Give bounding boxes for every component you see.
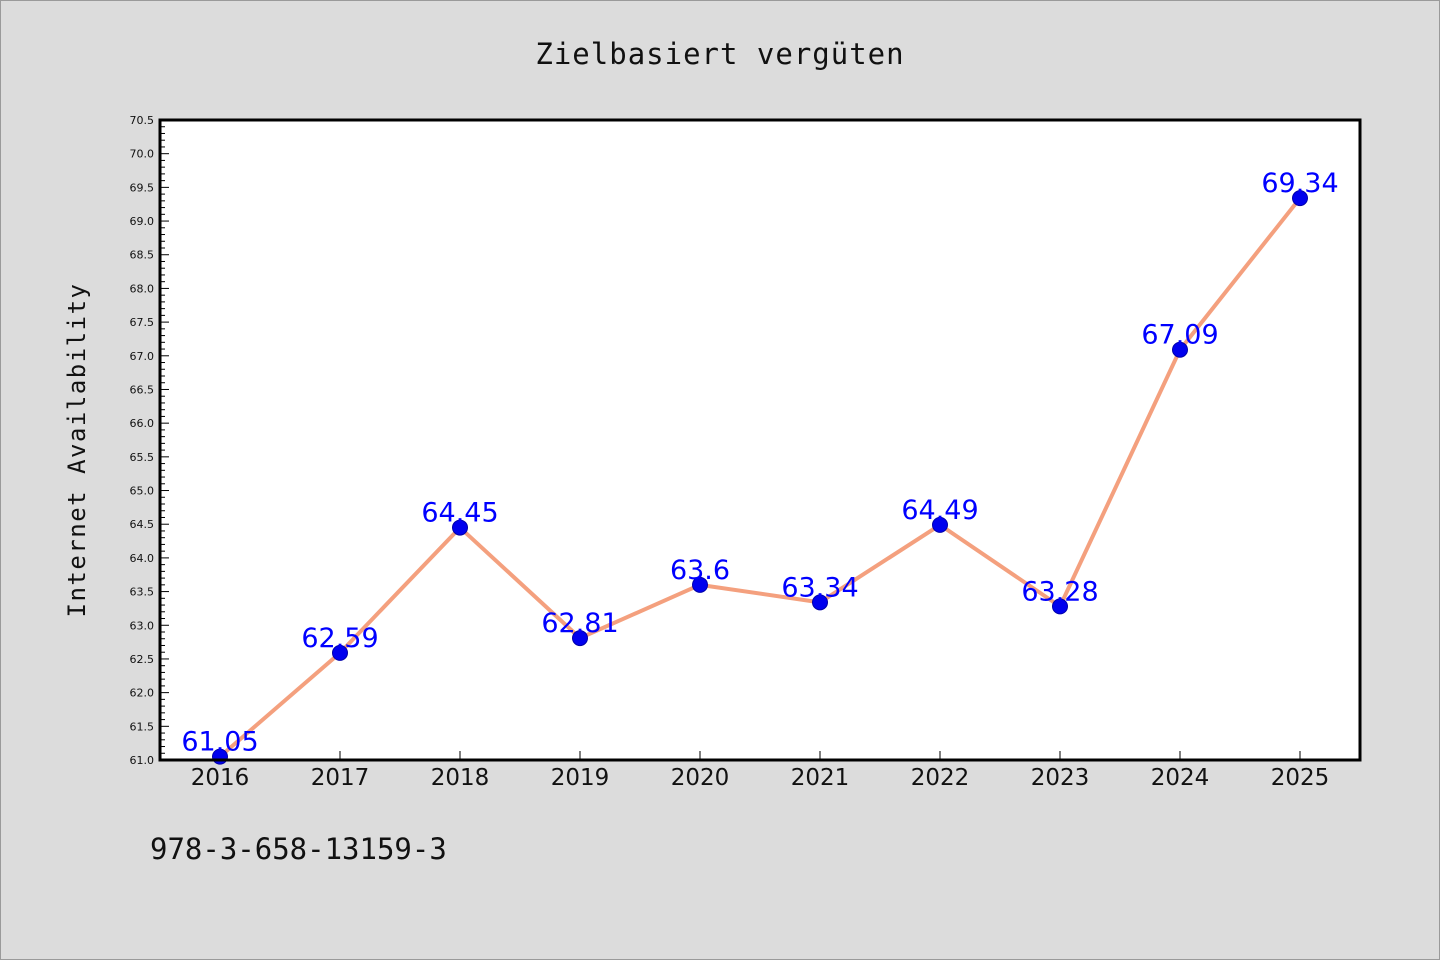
data-point-marker	[572, 630, 588, 647]
x-tick-label: 2025	[1271, 765, 1330, 791]
data-point-marker	[332, 644, 348, 661]
y-tick-label: 69.5	[130, 181, 155, 194]
data-point-marker	[812, 594, 828, 611]
data-label: 62.59	[301, 623, 378, 654]
data-label: 64.49	[901, 495, 978, 526]
x-tick-label: 2022	[911, 765, 970, 791]
x-tick-label: 2024	[1151, 765, 1210, 791]
series-markers-group	[212, 190, 1308, 765]
data-point-marker	[932, 516, 948, 533]
x-tick-label: 2017	[311, 765, 370, 791]
data-point-marker	[692, 576, 708, 593]
chart-title: Zielbasiert vergüten	[535, 37, 904, 71]
y-tick-label: 63.0	[130, 619, 155, 632]
y-tick-label: 61.0	[130, 754, 155, 767]
data-label: 69.34	[1261, 168, 1338, 199]
y-tick-label: 66.0	[130, 417, 155, 430]
y-tick-label: 62.5	[130, 653, 155, 666]
y-axis-label: Internet Availability	[63, 283, 91, 618]
x-tick-label: 2020	[671, 765, 730, 791]
y-tick-label: 70.5	[130, 114, 155, 127]
y-tick-label: 67.5	[130, 316, 155, 329]
y-tick-label: 65.0	[130, 485, 155, 498]
y-tick-label: 70.0	[130, 148, 155, 161]
x-tick-label: 2018	[431, 765, 490, 791]
data-label: 67.09	[1141, 320, 1218, 351]
data-labels-group: 61.05 62.59 64.45 62.81 63.6 63.34 64.49 63.28 6…	[181, 168, 1338, 757]
footnote-isbn: 978-3-658-13159-3	[150, 832, 447, 866]
y-tick-label: 69.0	[130, 215, 155, 228]
data-label: 63.34	[781, 572, 858, 603]
y-tick-label: 61.5	[130, 720, 155, 733]
plot-area	[160, 120, 1360, 760]
y-tick-label: 63.5	[130, 586, 155, 599]
y-tick-label: 64.0	[130, 552, 155, 565]
y-tick-label: 65.5	[130, 451, 155, 464]
x-tick-label: 2021	[791, 765, 850, 791]
data-label: 62.81	[541, 608, 618, 639]
y-tick-label: 67.0	[130, 350, 155, 363]
y-tick-label: 68.0	[130, 282, 155, 295]
y-tick-label: 68.5	[130, 249, 155, 262]
data-point-marker	[1052, 598, 1068, 615]
data-label: 63.28	[1021, 576, 1098, 607]
data-point-marker	[1172, 341, 1188, 358]
plot-border	[158, 118, 1362, 762]
y-axis-ticks: 61.0 61.5 62.0 62.5 63.0 63.5 64.0 64.5 65.0 65.5…	[130, 114, 169, 767]
series-line	[218, 196, 1302, 759]
y-tick-label: 66.5	[130, 383, 155, 396]
y-tick-label: 64.5	[130, 518, 155, 531]
x-tick-label: 2019	[551, 765, 610, 791]
x-tick-label: 2016	[191, 765, 250, 791]
data-label: 64.45	[421, 498, 498, 529]
data-point-marker	[452, 519, 468, 536]
series-line-group	[218, 196, 1302, 759]
data-point-marker	[1292, 190, 1308, 207]
y-tick-label: 62.0	[130, 687, 155, 700]
x-tick-label: 2023	[1031, 765, 1090, 791]
data-label: 61.05	[181, 727, 258, 758]
data-label: 63.6	[670, 555, 730, 586]
